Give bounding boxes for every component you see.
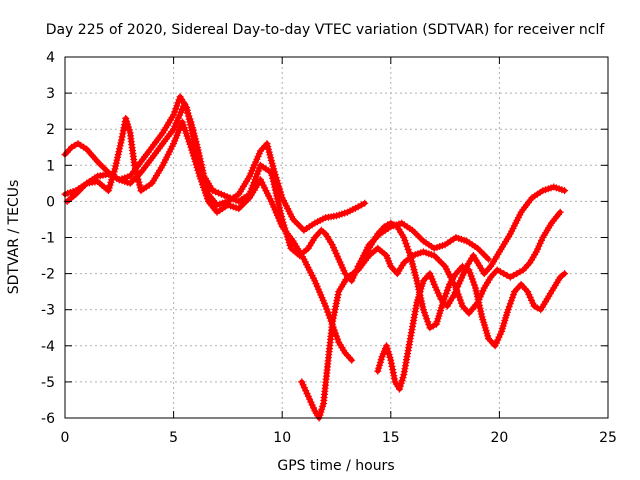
- data-point: [171, 108, 179, 116]
- data-point: [419, 306, 427, 314]
- data-point: [504, 306, 512, 314]
- data-point: [424, 318, 432, 326]
- data-point: [468, 275, 476, 283]
- data-point: [173, 102, 181, 110]
- data-point: [271, 186, 279, 194]
- data-point: [183, 106, 191, 114]
- data-point: [388, 362, 396, 370]
- y-tick-label: 4: [46, 50, 55, 66]
- data-point: [322, 302, 330, 310]
- data-point: [508, 294, 516, 302]
- data-point: [561, 270, 569, 278]
- data-point: [361, 199, 369, 207]
- data-point: [348, 356, 356, 364]
- x-tick-label: 15: [382, 430, 400, 446]
- data-point: [507, 297, 515, 305]
- plot-frame: [64, 56, 609, 419]
- data-point: [404, 246, 412, 253]
- chart-title: Day 225 of 2020, Sidereal Day-to-day VTE…: [46, 22, 606, 38]
- y-tick-label: -3: [41, 303, 55, 319]
- x-tick-label: 20: [490, 430, 508, 446]
- x-tick-label: 5: [169, 430, 178, 446]
- data-point: [444, 283, 452, 291]
- data-point: [276, 204, 283, 212]
- data-point: [181, 100, 188, 108]
- data-point: [455, 293, 463, 301]
- y-tick-label: -1: [41, 231, 55, 247]
- data-point: [402, 240, 410, 247]
- data-point: [485, 255, 492, 263]
- y-tick-label: 1: [46, 158, 55, 174]
- data-point: [425, 321, 433, 329]
- axis-layer: -6 -5 -4 -3 -2 -1 0 1 2 3 4 0 5 10 15 20 25: [41, 50, 617, 446]
- data-point: [506, 300, 514, 308]
- x-tick-label: 25: [599, 430, 617, 446]
- data-point: [400, 234, 408, 241]
- data-point: [421, 309, 428, 317]
- x-tick-label: 10: [273, 430, 291, 446]
- data-point: [443, 286, 451, 294]
- data-point: [556, 208, 564, 216]
- data-point: [403, 243, 411, 250]
- data-point: [470, 281, 478, 289]
- data-point: [119, 127, 127, 135]
- data-point: [439, 299, 447, 306]
- y-tick-label: 3: [46, 86, 55, 102]
- data-point: [467, 272, 475, 280]
- data-point: [405, 249, 413, 256]
- data-point: [119, 130, 127, 138]
- data-point: [466, 269, 474, 277]
- data-point: [440, 296, 448, 303]
- x-axis-label: GPS time / hours: [277, 458, 394, 474]
- data-point: [423, 315, 431, 323]
- data-point: [269, 177, 277, 185]
- data-point: [324, 308, 332, 316]
- series-line: [375, 184, 568, 392]
- data-point: [561, 187, 569, 195]
- y-axis-label: SDTVAR / TECUs: [6, 180, 22, 295]
- data-point: [267, 169, 275, 176]
- data-point: [182, 103, 189, 111]
- y-tick-label: -5: [41, 375, 55, 391]
- data-point: [323, 305, 331, 313]
- data-point: [441, 293, 449, 300]
- data-point: [172, 105, 180, 113]
- series-line: [64, 115, 355, 363]
- data-point: [401, 237, 409, 244]
- data-point: [456, 296, 464, 304]
- data-point: [185, 112, 193, 120]
- y-tick-label: 0: [46, 194, 55, 210]
- data-point: [457, 299, 465, 307]
- data-point: [505, 303, 513, 311]
- data-point: [334, 335, 342, 343]
- data-point: [469, 278, 477, 286]
- data-point: [442, 290, 450, 297]
- data-point: [170, 111, 178, 119]
- series-layer: [61, 93, 569, 422]
- y-tick-label: -4: [41, 339, 55, 355]
- y-tick-label: -2: [41, 267, 55, 283]
- y-tick-label: -6: [41, 411, 55, 427]
- data-point: [465, 266, 473, 274]
- data-point: [422, 312, 430, 320]
- x-tick-label: 0: [61, 430, 70, 446]
- grid-layer: [65, 57, 608, 418]
- data-point: [510, 291, 517, 299]
- data-point: [186, 115, 194, 123]
- y-tick-label: 2: [46, 122, 55, 138]
- data-point: [273, 195, 281, 203]
- data-point: [184, 109, 192, 117]
